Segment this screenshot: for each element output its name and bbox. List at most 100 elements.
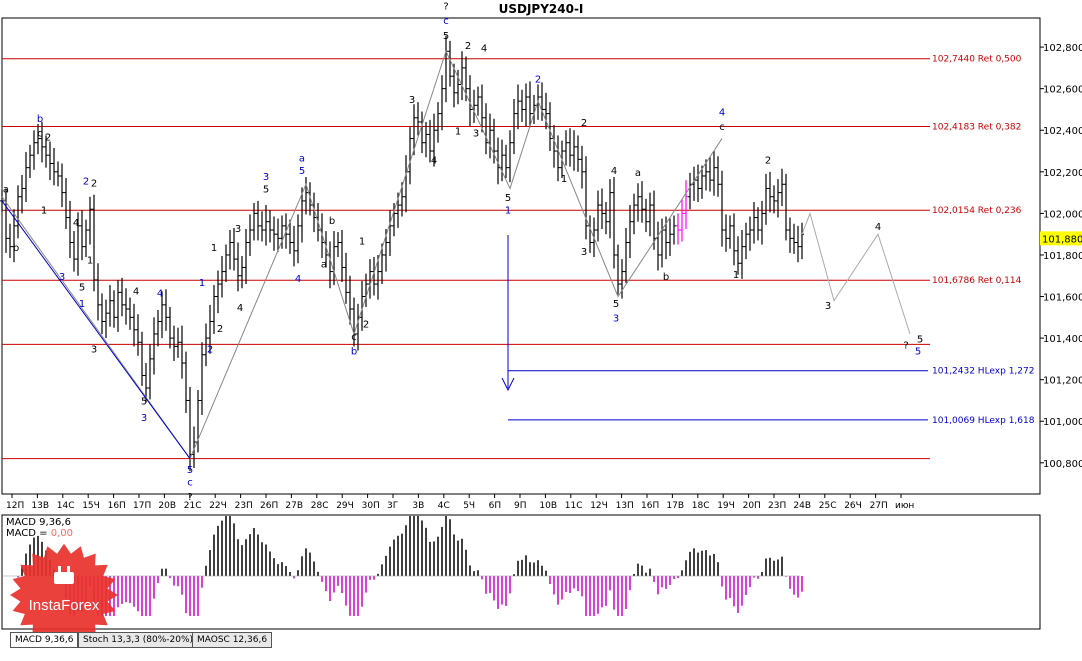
- x-tick-label: 12Ч: [590, 501, 608, 511]
- x-tick-label: 19Ч: [717, 501, 735, 511]
- wave-label: 4: [295, 274, 301, 285]
- wave-label: 5: [299, 166, 305, 177]
- wave-line: [1, 49, 723, 460]
- wave-label: c: [37, 128, 43, 139]
- x-tick-label: 26Ч: [844, 501, 862, 511]
- y-tick-label: 102,200: [1043, 168, 1082, 179]
- wave-label: 3: [473, 128, 479, 139]
- level-label: 102,7440 Ret 0,500: [932, 55, 1022, 65]
- x-tick-label: 29Ч: [336, 501, 354, 511]
- x-tick-label: 27П: [870, 501, 888, 511]
- x-tick-label: 20П: [743, 501, 761, 511]
- projection-line: [801, 211, 911, 335]
- wave-label: a: [3, 185, 9, 196]
- x-tick-label: 14С: [57, 501, 75, 511]
- x-tick-label: 5Ч: [463, 501, 475, 511]
- level-label: 102,4183 Ret 0,382: [932, 122, 1021, 132]
- x-tick-label: 23П: [235, 501, 253, 511]
- current-price-label: 101,880: [1042, 234, 1082, 245]
- wave-label: 1: [211, 243, 217, 254]
- wave-label: 2: [581, 118, 587, 129]
- tab-stoch[interactable]: Stoch 13,3,3 (80%-20%): [78, 632, 199, 648]
- current-price-box: [1040, 231, 1082, 246]
- wave-label: 5: [79, 282, 85, 293]
- wave-label: b: [329, 216, 335, 227]
- wave-label: 1: [733, 270, 739, 281]
- wave-label: 3: [141, 413, 147, 424]
- wave-label: c: [187, 478, 193, 489]
- logo-text: InstaForex: [29, 597, 100, 614]
- x-tick-label: 16П: [641, 501, 659, 511]
- wave-label: 5: [505, 193, 511, 204]
- level-label: 101,0069 HLexp 1,618: [932, 416, 1035, 426]
- wave-label: 3: [263, 172, 269, 183]
- x-tick-label: 28С: [311, 501, 329, 511]
- x-tick-label: июн: [895, 501, 914, 511]
- level-label: 102,0154 Ret 0,236: [932, 206, 1022, 216]
- y-tick-label: 101,400: [1043, 334, 1082, 345]
- wave-label: b: [351, 347, 357, 358]
- y-tick-label: 102,600: [1043, 85, 1082, 96]
- wave-label: 4: [875, 222, 881, 233]
- x-tick-label: 13П: [616, 501, 634, 511]
- wave-label: 4: [481, 43, 487, 54]
- x-tick-label: 24В: [793, 501, 811, 511]
- wave-label: 2: [207, 345, 213, 356]
- wave-label: 3: [91, 345, 97, 356]
- macd-frame: [1, 514, 1041, 630]
- x-tick-label: 17П: [133, 501, 151, 511]
- x-tick-label: 26П: [260, 501, 278, 511]
- wave-label: ?: [443, 2, 448, 13]
- wave-label: 3: [59, 272, 65, 283]
- y-tick-label: 102,000: [1043, 209, 1082, 220]
- wave-label: 2: [465, 41, 471, 52]
- x-tick-label: 3В: [412, 501, 424, 511]
- wave-label: 4: [719, 108, 725, 119]
- macd-legend: MACD 9,36,6 MACD = 0,00: [6, 517, 73, 539]
- wave-label: 4: [157, 289, 163, 300]
- x-tick-label: 12П: [6, 501, 24, 511]
- y-tick-label: 102,400: [1043, 126, 1082, 137]
- tab-macd[interactable]: MACD 9,36,6: [10, 632, 79, 648]
- wave-label: 2: [765, 156, 771, 167]
- x-tick-label: 23П: [768, 501, 786, 511]
- level-label: 101,6786 Ret 0,114: [932, 276, 1022, 286]
- wave-label: 2: [535, 74, 541, 85]
- x-tick-label: 25С: [819, 501, 837, 511]
- x-tick-label: 11С: [565, 501, 583, 511]
- x-tick-label: 6П: [489, 501, 502, 511]
- wave-label: 3: [409, 95, 415, 106]
- x-tick-label: 21С: [184, 501, 202, 511]
- level-label: 101,2432 HLexp 1,272: [932, 367, 1034, 377]
- wave-label: a: [635, 168, 641, 179]
- wave-label: 4: [431, 156, 437, 167]
- wave-label: 4: [237, 303, 243, 314]
- x-tick-label: 18С: [692, 501, 710, 511]
- wave-label: a: [321, 259, 327, 270]
- y-tick-label: 101,200: [1043, 376, 1082, 387]
- wave-label: 1: [199, 278, 205, 289]
- x-tick-label: 20В: [158, 501, 176, 511]
- wave-label: a: [299, 153, 305, 164]
- y-tick-label: 101,600: [1043, 293, 1082, 304]
- x-tick-label: 16П: [108, 501, 126, 511]
- x-tick-label: 30П: [362, 501, 380, 511]
- wave-label: 5: [141, 397, 147, 408]
- wave-label: 3: [235, 224, 241, 235]
- wave-label: 2: [217, 324, 223, 335]
- wave-label: c: [719, 122, 725, 133]
- x-tick-label: 27В: [285, 501, 303, 511]
- wave-label: 1: [359, 237, 365, 248]
- wave-label: b: [663, 272, 669, 283]
- tab-maosc[interactable]: MAOSC 12,36,6: [192, 632, 273, 648]
- wave-label: 5: [443, 31, 449, 42]
- wave-label: 3: [581, 247, 587, 258]
- wave-label: 5: [915, 347, 921, 358]
- wave-label: 1: [87, 255, 93, 266]
- wave-label: 1: [561, 174, 567, 185]
- y-tick-label: 101,000: [1043, 417, 1082, 428]
- x-tick-label: 17В: [666, 501, 684, 511]
- wave-label: c: [443, 16, 449, 27]
- wave-label: b: [13, 243, 19, 254]
